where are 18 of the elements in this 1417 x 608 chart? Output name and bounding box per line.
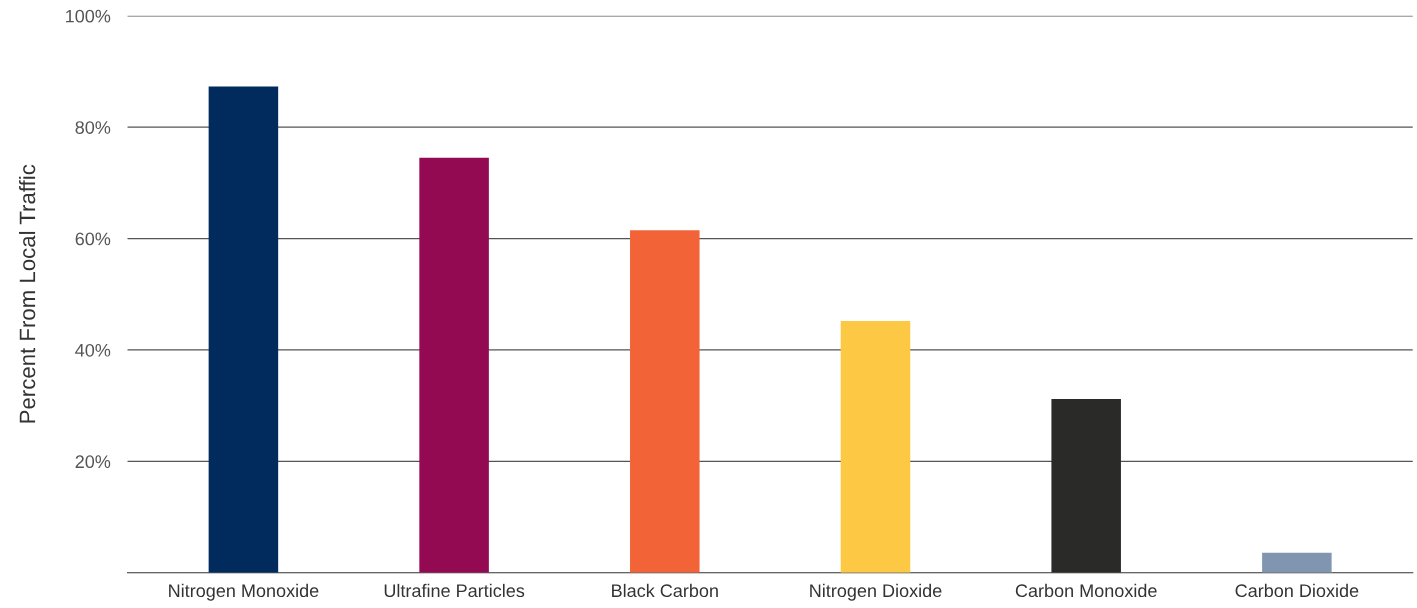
x-tick-label: Nitrogen Dioxide [810,583,942,601]
bar [208,86,279,573]
y-tick-label: 40% [75,343,111,357]
bar [419,157,489,573]
x-tick-label: Carbon Dioxide [1235,583,1359,598]
y-tick-label: 80% [75,121,111,134]
y-tick-label: 20% [75,455,111,469]
bar [630,230,700,573]
y-tick-label: 100% [66,9,111,23]
x-tick-label: Carbon Monoxide [1015,583,1157,598]
bar [1262,552,1332,573]
x-tick-label: Ultrafine Particles [384,583,525,598]
bar [840,321,911,573]
y-axis-title: Percent From Local Traffic [18,164,36,423]
bar [1051,398,1121,573]
y-tick-label: 60% [75,232,111,246]
x-tick-label: Nitrogen Monoxide [169,583,319,601]
x-tick-label: Black Carbon [612,583,718,598]
